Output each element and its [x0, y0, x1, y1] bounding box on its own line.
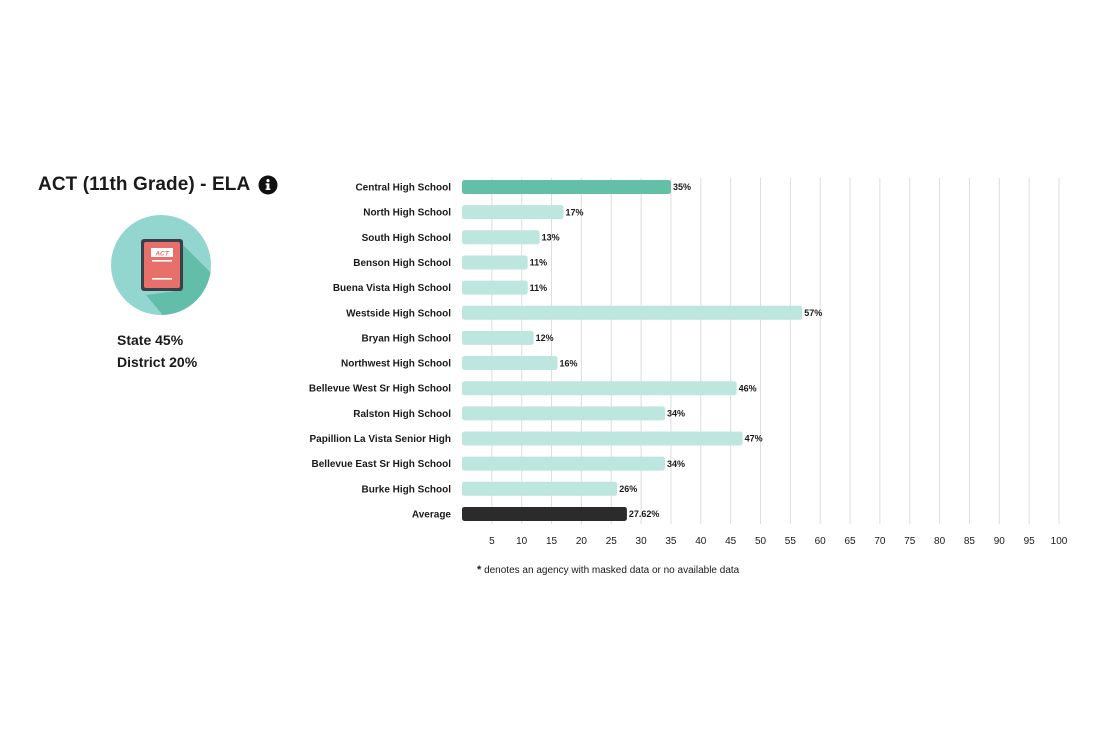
category-label: Ralston High School: [353, 409, 451, 420]
bar-average[interactable]: [462, 506, 627, 521]
bars: [462, 180, 803, 521]
x-axis-ticks: 5 10 15 20 25 30 35 40 45 50 55 60 65 70 75 80 85 90 95 100: [489, 536, 1068, 547]
title-row: ACT (11th Grade) - ELA: [38, 174, 298, 196]
value-label: 34%: [667, 459, 685, 469]
x-tick-label: 10: [516, 536, 528, 547]
x-tick-label: 5: [489, 536, 495, 547]
x-tick-label: 25: [606, 536, 618, 547]
bar[interactable]: [462, 205, 564, 220]
x-tick-label: 50: [755, 536, 767, 547]
value-label: 13%: [542, 233, 560, 243]
bar[interactable]: [462, 305, 803, 320]
x-tick-label: 95: [1024, 536, 1036, 547]
stats-block: State 45% District 20%: [117, 329, 197, 373]
x-tick-label: 20: [576, 536, 588, 547]
bar[interactable]: [462, 406, 665, 421]
x-tick-label: 80: [934, 536, 946, 547]
bar[interactable]: [462, 431, 743, 446]
category-label: Bryan High School: [362, 333, 452, 344]
value-labels: 35% 17% 13% 11% 11% 57% 12% 16% 46% 34% 47% 34% 26% 2…: [530, 182, 823, 519]
category-label: Buena Vista High School: [333, 283, 451, 294]
x-tick-label: 30: [636, 536, 648, 547]
bar[interactable]: [462, 481, 618, 496]
x-tick-label: 100: [1051, 536, 1068, 547]
category-label: South High School: [362, 233, 452, 244]
category-label: Westside High School: [346, 308, 451, 319]
booklet-label: ACT: [154, 251, 169, 258]
act-badge: ACT: [111, 215, 211, 315]
x-tick-label: 15: [546, 536, 558, 547]
x-tick-label: 85: [964, 536, 976, 547]
value-label: 26%: [619, 484, 637, 494]
category-label: Benson High School: [353, 258, 451, 269]
x-tick-label: 35: [665, 536, 677, 547]
bar[interactable]: [462, 255, 528, 270]
value-label: 17%: [565, 207, 583, 217]
district-stat: District 20%: [117, 354, 198, 370]
footnote-text: denotes an agency with masked data or no…: [484, 565, 740, 576]
x-tick-label: 40: [695, 536, 707, 547]
footnote-star: *: [477, 564, 482, 576]
category-label: Papillion La Vista Senior High: [309, 434, 451, 445]
category-label: Bellevue West Sr High School: [309, 384, 451, 395]
info-icon[interactable]: [258, 175, 278, 195]
category-labels: Central High School North High School Sout…: [309, 183, 452, 521]
x-tick-label: 60: [815, 536, 827, 547]
bar[interactable]: [462, 330, 534, 345]
category-label: North High School: [363, 208, 451, 219]
x-tick-label: 45: [725, 536, 737, 547]
bar[interactable]: [462, 280, 528, 295]
x-tick-label: 75: [904, 536, 916, 547]
value-label: 11%: [530, 258, 548, 268]
summary-panel: ACT (11th Grade) - ELA ACT: [38, 174, 298, 370]
value-label: 35%: [673, 182, 691, 192]
value-label: 57%: [804, 308, 822, 318]
x-tick-label: 55: [785, 536, 797, 547]
bar[interactable]: [462, 180, 671, 194]
value-label: 16%: [560, 358, 578, 368]
bar[interactable]: [462, 230, 540, 245]
value-label: 46%: [739, 383, 757, 393]
x-tick-label: 90: [994, 536, 1006, 547]
footnote: * denotes an agency with masked data or …: [477, 564, 739, 576]
category-label: Bellevue East Sr High School: [312, 459, 452, 470]
value-label: 34%: [667, 409, 685, 419]
category-label: Burke High School: [362, 484, 452, 495]
grid-lines: [491, 178, 1060, 524]
state-stat: State 45%: [117, 332, 184, 348]
bar[interactable]: [462, 456, 665, 471]
category-label: Northwest High School: [341, 359, 451, 370]
x-tick-label: 70: [874, 536, 886, 547]
value-label: 12%: [536, 333, 554, 343]
value-label: 11%: [530, 283, 548, 293]
act-test-booklet-icon: ACT: [111, 215, 211, 315]
page-title: ACT (11th Grade) - ELA: [38, 174, 251, 195]
value-label: 47%: [745, 434, 763, 444]
category-label: Average: [412, 509, 452, 520]
value-label: 27.62%: [629, 509, 660, 519]
x-tick-label: 65: [844, 536, 856, 547]
category-label: Central High School: [355, 183, 451, 194]
bar[interactable]: [462, 356, 558, 371]
bar[interactable]: [462, 381, 737, 396]
